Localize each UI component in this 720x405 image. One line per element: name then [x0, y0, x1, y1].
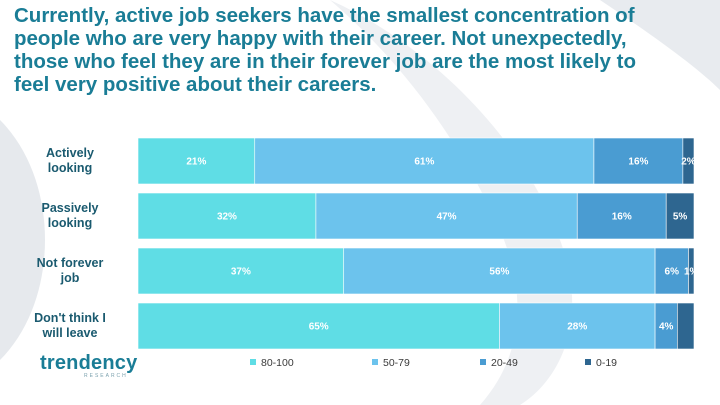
data-label: 28% — [567, 322, 587, 333]
legend-label: 50-79 — [383, 357, 410, 369]
page-headline: Currently, active job seekers have the s… — [14, 4, 636, 96]
data-label: 5% — [673, 212, 688, 223]
trendency-logo: trendency — [40, 352, 138, 374]
bar-segment-20-49 — [654, 247, 689, 295]
data-label: 2% — [681, 157, 696, 168]
background-swoosh-right — [600, 0, 720, 90]
bar-segment-50-79 — [499, 302, 656, 350]
background-swoosh-left — [0, 120, 45, 360]
category-label-line: Don't think I — [34, 311, 106, 325]
bar-segment-20-49 — [593, 137, 684, 185]
bar-segment-80-100 — [137, 137, 256, 185]
bar-segment-20-49 — [576, 192, 667, 240]
category-label: Passively looking — [14, 201, 126, 231]
category-label-line: Not forever — [36, 256, 104, 270]
data-label: 6% — [665, 267, 680, 278]
data-label: 4% — [659, 322, 674, 333]
legend-swatch-50-79 — [372, 359, 378, 365]
category-label-line: looking — [47, 216, 93, 230]
bar-segment-0-19 — [688, 247, 695, 295]
data-label: 16% — [628, 157, 648, 168]
category-label-line: will leave — [42, 326, 98, 340]
data-label: 37% — [231, 267, 251, 278]
category-label: Not forever job — [14, 256, 126, 286]
trendency-logo-subtitle: RESEARCH — [84, 373, 128, 379]
legend-label: 0-19 — [596, 357, 617, 369]
bar-segment-0-19 — [682, 137, 695, 185]
legend-label: 80-100 — [261, 357, 294, 369]
legend-label: 20-49 — [491, 357, 518, 369]
legend-swatch-0-19 — [585, 359, 591, 365]
category-label-line: Passively — [41, 201, 99, 215]
bar-segment-80-100 — [137, 247, 345, 295]
data-label: 47% — [437, 212, 457, 223]
data-label: 21% — [186, 157, 206, 168]
bar-segment-50-79 — [315, 192, 578, 240]
data-label: 1% — [684, 267, 699, 278]
bar-segment-80-100 — [137, 302, 500, 350]
data-label: 61% — [414, 157, 434, 168]
data-label: 16% — [612, 212, 632, 223]
data-label: 65% — [309, 322, 329, 333]
category-label-line: job — [60, 271, 80, 285]
legend-swatch-20-49 — [480, 359, 486, 365]
category-label-line: Actively — [46, 146, 94, 160]
legend-swatch-80-100 — [250, 359, 256, 365]
category-label: Actively looking — [14, 146, 126, 176]
category-label-line: looking — [47, 161, 93, 175]
bar-segment-0-19 — [665, 192, 695, 240]
data-label: 32% — [217, 212, 237, 223]
data-label: 56% — [489, 267, 509, 278]
bar-segment-80-100 — [137, 192, 317, 240]
bar-segment-0-19 — [677, 302, 695, 350]
bar-segment-50-79 — [343, 247, 656, 295]
